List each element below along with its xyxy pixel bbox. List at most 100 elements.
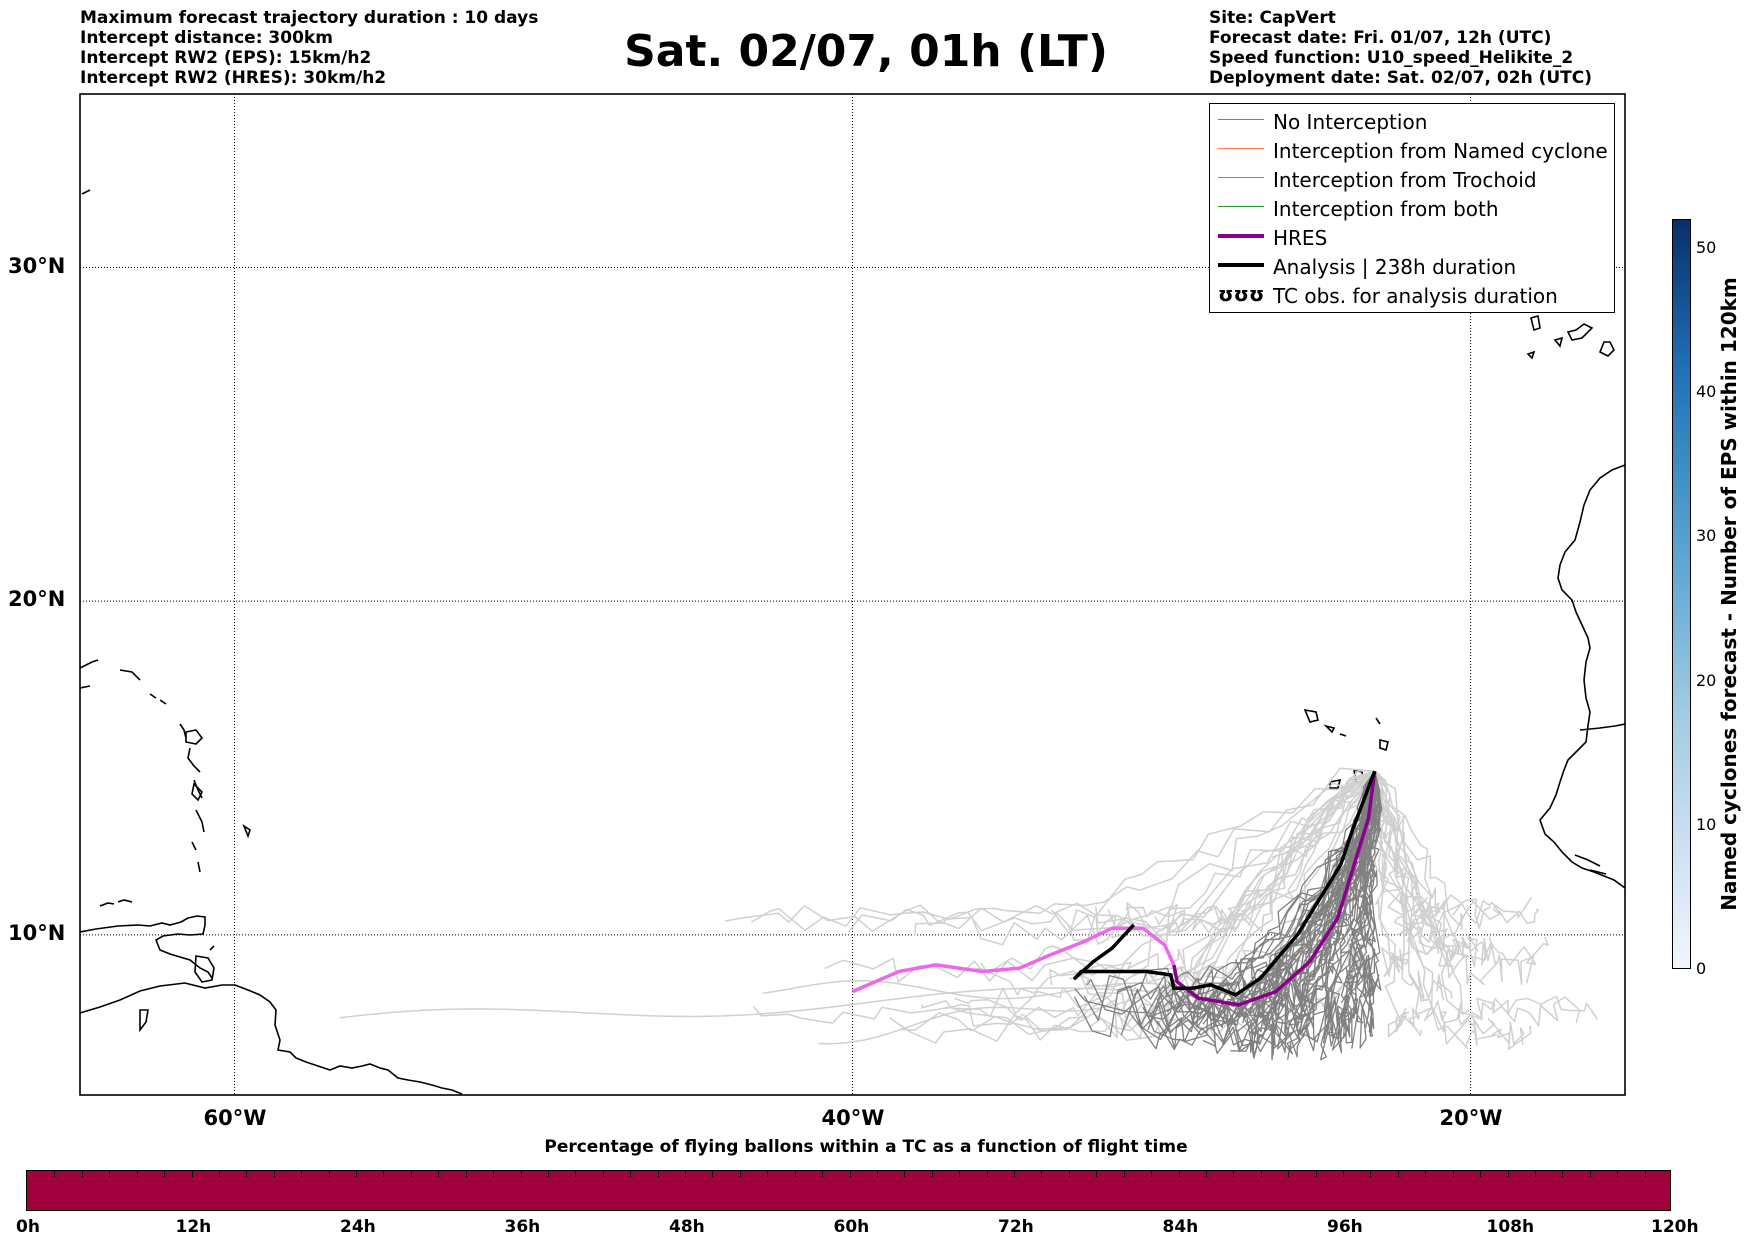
ensemble-trajectory-dark xyxy=(1284,771,1376,1035)
timebar-title: Percentage of flying ballons within a TC… xyxy=(544,1137,1188,1157)
timebar-minor-tick xyxy=(849,1171,851,1177)
timebar-minor-tick xyxy=(1205,1171,1207,1177)
max-duration-text: Maximum forecast trajectory duration : 1… xyxy=(80,8,539,28)
ensemble-trajectory-light xyxy=(1369,771,1491,929)
timebar-minor-tick xyxy=(1562,1171,1564,1177)
ensemble-trajectory-light xyxy=(1371,771,1532,924)
timebar-minor-tick xyxy=(520,1171,522,1177)
legend-label: Interception from both xyxy=(1273,197,1499,221)
timebar-minor-tick xyxy=(1123,1171,1125,1177)
analysis-trajectory xyxy=(1073,770,1377,997)
ensemble-trajectory-light xyxy=(1373,770,1479,956)
lesser-antilles xyxy=(179,723,205,873)
timebar-minor-tick xyxy=(739,1171,741,1177)
timebar-percentage xyxy=(26,1170,1671,1211)
atlantic-island-small xyxy=(81,189,91,195)
timebar-minor-tick xyxy=(301,1171,303,1177)
timebar-minor-tick xyxy=(1068,1171,1070,1177)
ensemble-trajectory-dark xyxy=(1323,771,1379,1039)
timebar-minor-tick xyxy=(1233,1171,1235,1177)
ensemble-trajectory-light xyxy=(751,767,1375,932)
martinique xyxy=(191,782,203,802)
header-right-info: Site: CapVert Forecast date: Fri. 01/07,… xyxy=(1209,8,1592,88)
guadeloupe xyxy=(185,729,204,745)
timebar-minor-tick xyxy=(794,1171,796,1177)
timebar-minor-tick xyxy=(822,1171,824,1177)
lon-tick-label: 20°W xyxy=(1439,1106,1503,1130)
timebar-minor-tick xyxy=(986,1171,988,1177)
timebar-tick-label: 12h xyxy=(175,1217,212,1237)
caribbean-islands-a xyxy=(80,659,99,669)
legend-item: No Interception xyxy=(1210,106,1614,135)
map-frame xyxy=(79,93,1626,1096)
legend-item: Interception from both xyxy=(1210,193,1614,222)
timebar-minor-tick xyxy=(1589,1171,1591,1177)
timebar-minor-tick xyxy=(410,1171,412,1177)
legend-item: Interception from Named cyclone xyxy=(1210,135,1614,164)
legend-item: Interception from Trochoid xyxy=(1210,164,1614,193)
timebar-minor-tick xyxy=(876,1171,878,1177)
timebar-minor-tick xyxy=(328,1171,330,1177)
forecast-date-text: Forecast date: Fri. 01/07, 12h (UTC) xyxy=(1209,28,1552,48)
puerto-rico xyxy=(119,669,141,681)
timebar-minor-tick xyxy=(1534,1171,1536,1177)
lat-tick-label: 30°N xyxy=(8,253,66,278)
timebar-minor-tick xyxy=(547,1171,549,1177)
ensemble-trajectory-light xyxy=(1067,770,1376,942)
ensemble-trajectory-light xyxy=(1373,771,1599,1020)
colorbar-tick-label: 30 xyxy=(1696,526,1717,546)
intercept-rw2-eps-text: Intercept RW2 (EPS): 15km/h2 xyxy=(80,48,372,68)
timebar-tick-label: 108h xyxy=(1486,1217,1535,1237)
analysis-trajectory-layer xyxy=(1073,770,1377,997)
africa-coast xyxy=(1539,464,1625,889)
trinidad-island xyxy=(194,955,215,983)
colorbar-tick-label: 10 xyxy=(1696,814,1717,834)
legend-line-sample xyxy=(1218,177,1264,179)
timebar-minor-tick xyxy=(218,1171,220,1177)
canary-islands xyxy=(1526,314,1615,360)
timebar-minor-tick xyxy=(356,1171,357,1177)
colorbar-tick-label: 40 xyxy=(1696,382,1717,402)
timebar-tick-label: 36h xyxy=(504,1217,541,1237)
timebar-minor-tick xyxy=(493,1171,495,1177)
timebar-minor-tick xyxy=(959,1171,961,1177)
tobago xyxy=(209,945,215,951)
timebar-minor-tick xyxy=(712,1171,714,1177)
legend-line-sample xyxy=(1218,234,1264,238)
legend-label: Interception from Named cyclone xyxy=(1273,139,1608,163)
timebar-minor-tick xyxy=(1096,1171,1098,1177)
timebar-minor-tick xyxy=(575,1171,577,1177)
hres-trajectory-early xyxy=(851,926,1176,994)
ensemble-trajectory-light xyxy=(1154,770,1376,933)
speed-function-text: Speed function: U10_speed_Helikite_2 xyxy=(1209,48,1574,68)
timebar-tick-label: 24h xyxy=(340,1217,376,1237)
barbados xyxy=(242,823,251,839)
south-america-coast xyxy=(80,982,463,1095)
ensemble-trajectory-light xyxy=(847,770,1376,934)
header-left-info: Maximum forecast trajectory duration : 1… xyxy=(80,8,538,88)
ensemble-trajectory-light xyxy=(762,979,1162,1000)
legend-label: HRES xyxy=(1273,226,1328,250)
timebar-minor-tick xyxy=(1644,1171,1646,1177)
ensemble-trajectory-dark xyxy=(1147,771,1376,1049)
timebar-minor-tick xyxy=(1425,1171,1427,1177)
timebar-minor-tick xyxy=(657,1171,659,1177)
timebar-minor-tick xyxy=(602,1171,604,1177)
timebar-minor-tick xyxy=(136,1171,138,1177)
ensemble-trajectory-light xyxy=(1372,771,1433,943)
ensemble-trajectory-dark xyxy=(1340,771,1381,1004)
timebar-minor-tick xyxy=(685,1171,686,1177)
venezuela-coast xyxy=(80,915,213,979)
colorbar-label: Named cyclones forecast - Number of EPS … xyxy=(1717,277,1741,911)
ensemble-trajectory-light xyxy=(921,770,1376,1018)
timebar-minor-tick xyxy=(109,1171,111,1177)
ensemble-trajectory-light xyxy=(968,770,1375,996)
timebar-tick-label: 120h xyxy=(1651,1217,1699,1237)
caribbean-islands-b xyxy=(80,685,91,689)
timebar-tick-label: 60h xyxy=(833,1217,870,1237)
senegal-gambia-coast xyxy=(1579,723,1625,731)
timebar-minor-tick xyxy=(465,1171,467,1177)
legend-line-sample xyxy=(1218,119,1264,121)
colorbar-tick-label: 20 xyxy=(1696,670,1717,690)
